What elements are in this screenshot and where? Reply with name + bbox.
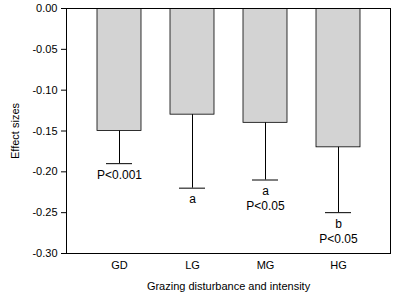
svg-text:-0.05: -0.05: [32, 43, 57, 55]
svg-text:-0.20: -0.20: [32, 165, 57, 177]
svg-text:Grazing disturbance and intens: Grazing disturbance and intensity: [147, 280, 311, 292]
svg-text:a: a: [262, 184, 269, 198]
svg-text:HG: HG: [330, 259, 347, 271]
svg-text:Effect sizes: Effect sizes: [9, 102, 21, 159]
svg-text:-0.15: -0.15: [32, 125, 57, 137]
svg-text:P<0.001: P<0.001: [97, 168, 142, 182]
svg-text:-0.30: -0.30: [32, 247, 57, 259]
svg-text:-0.10: -0.10: [32, 84, 57, 96]
svg-text:a: a: [189, 192, 196, 206]
svg-text:-0.25: -0.25: [32, 206, 57, 218]
svg-text:0.00: 0.00: [36, 2, 57, 14]
svg-text:P<0.05: P<0.05: [246, 199, 285, 213]
svg-text:MG: MG: [257, 259, 275, 271]
svg-text:b: b: [335, 217, 342, 231]
svg-text:LG: LG: [185, 259, 200, 271]
svg-text:P<0.05: P<0.05: [319, 232, 358, 246]
svg-text:GD: GD: [111, 259, 128, 271]
